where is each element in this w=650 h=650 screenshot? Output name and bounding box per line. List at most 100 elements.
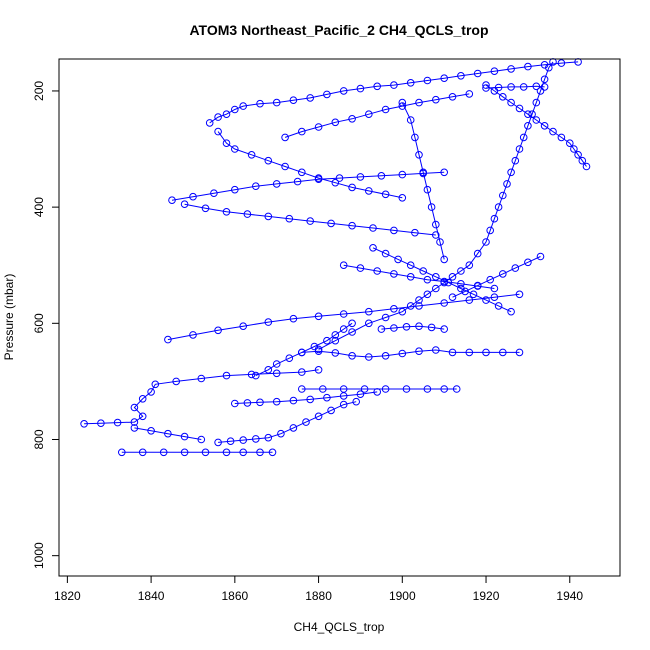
x-tick-label: 1860: [221, 589, 248, 603]
data-point: [222, 448, 231, 457]
data-point: [432, 231, 440, 239]
data-series: [205, 58, 582, 127]
data-point: [406, 302, 415, 310]
data-point: [440, 325, 449, 333]
data-point: [293, 177, 302, 186]
data-series: [281, 90, 474, 142]
data-point: [540, 83, 549, 91]
data-point: [252, 182, 260, 190]
data-point: [356, 84, 365, 93]
data-point: [415, 296, 423, 304]
data-point: [432, 284, 440, 293]
data-point: [423, 185, 432, 194]
data-series: [369, 244, 515, 316]
data-point: [507, 83, 515, 91]
data-point: [214, 438, 222, 447]
data-point: [473, 281, 482, 290]
data-point: [381, 105, 390, 114]
data-point: [339, 400, 348, 409]
data-point: [540, 122, 549, 130]
data-point: [390, 226, 398, 235]
data-point: [419, 168, 428, 177]
data-series: [130, 424, 206, 444]
data-point: [448, 273, 457, 281]
data-point: [264, 366, 273, 374]
series-line: [218, 401, 357, 443]
series-line: [84, 369, 319, 425]
data-point: [272, 369, 281, 378]
data-point: [415, 302, 423, 310]
data-point: [226, 437, 235, 446]
data-point: [339, 261, 348, 270]
data-series: [298, 385, 461, 393]
data-point: [448, 93, 457, 101]
data-point: [457, 267, 465, 275]
data-point: [314, 412, 323, 421]
data-point: [524, 110, 532, 118]
data-point: [298, 127, 306, 136]
data-series: [482, 82, 549, 92]
data-series: [180, 200, 440, 239]
data-point: [490, 284, 499, 293]
data-point: [540, 61, 549, 69]
data-point: [327, 406, 335, 415]
data-point: [499, 191, 507, 200]
data-point: [281, 133, 289, 142]
data-point: [339, 87, 348, 95]
data-point: [423, 275, 432, 284]
data-point: [231, 399, 239, 408]
series-line: [217, 131, 403, 199]
data-point: [331, 349, 340, 357]
data-point: [180, 448, 189, 457]
data-point: [314, 174, 323, 182]
data-point: [348, 352, 356, 360]
data-point: [138, 412, 147, 421]
data-point: [239, 436, 247, 444]
data-point: [440, 168, 449, 177]
x-tick-label: 1940: [556, 589, 583, 603]
data-point: [298, 348, 306, 357]
data-point: [465, 348, 474, 357]
data-point: [268, 448, 277, 457]
data-point: [406, 273, 415, 281]
data-point: [365, 187, 373, 195]
data-point: [432, 346, 440, 354]
data-point: [557, 133, 566, 142]
data-point: [151, 380, 160, 389]
data-point: [415, 322, 423, 331]
data-point: [402, 323, 411, 331]
data-point: [264, 156, 273, 165]
plot-series: [80, 58, 591, 457]
data-point: [457, 280, 465, 288]
series-line: [381, 325, 445, 330]
data-point: [214, 127, 222, 136]
data-point: [381, 190, 390, 199]
data-point: [285, 214, 294, 223]
data-point: [503, 180, 511, 188]
data-point: [247, 151, 256, 159]
data-point: [469, 290, 478, 299]
data-point: [205, 119, 214, 127]
data-point: [264, 318, 273, 326]
data-point: [164, 335, 172, 344]
data-point: [331, 336, 340, 345]
data-point: [482, 238, 490, 246]
data-point: [440, 385, 449, 393]
data-point: [398, 98, 407, 107]
x-tick-label: 1840: [138, 589, 165, 603]
data-point: [440, 299, 449, 307]
data-point: [138, 395, 147, 403]
data-point: [365, 353, 373, 361]
data-point: [402, 385, 411, 393]
data-point: [306, 217, 315, 225]
data-point: [298, 168, 306, 177]
data-point: [432, 220, 440, 229]
data-point: [323, 393, 331, 402]
data-point: [536, 87, 545, 95]
data-point: [390, 324, 398, 332]
data-point: [578, 156, 587, 165]
x-tick-label: 1820: [54, 589, 81, 603]
data-point: [494, 203, 503, 211]
data-point: [285, 354, 294, 363]
data-point: [180, 200, 189, 208]
